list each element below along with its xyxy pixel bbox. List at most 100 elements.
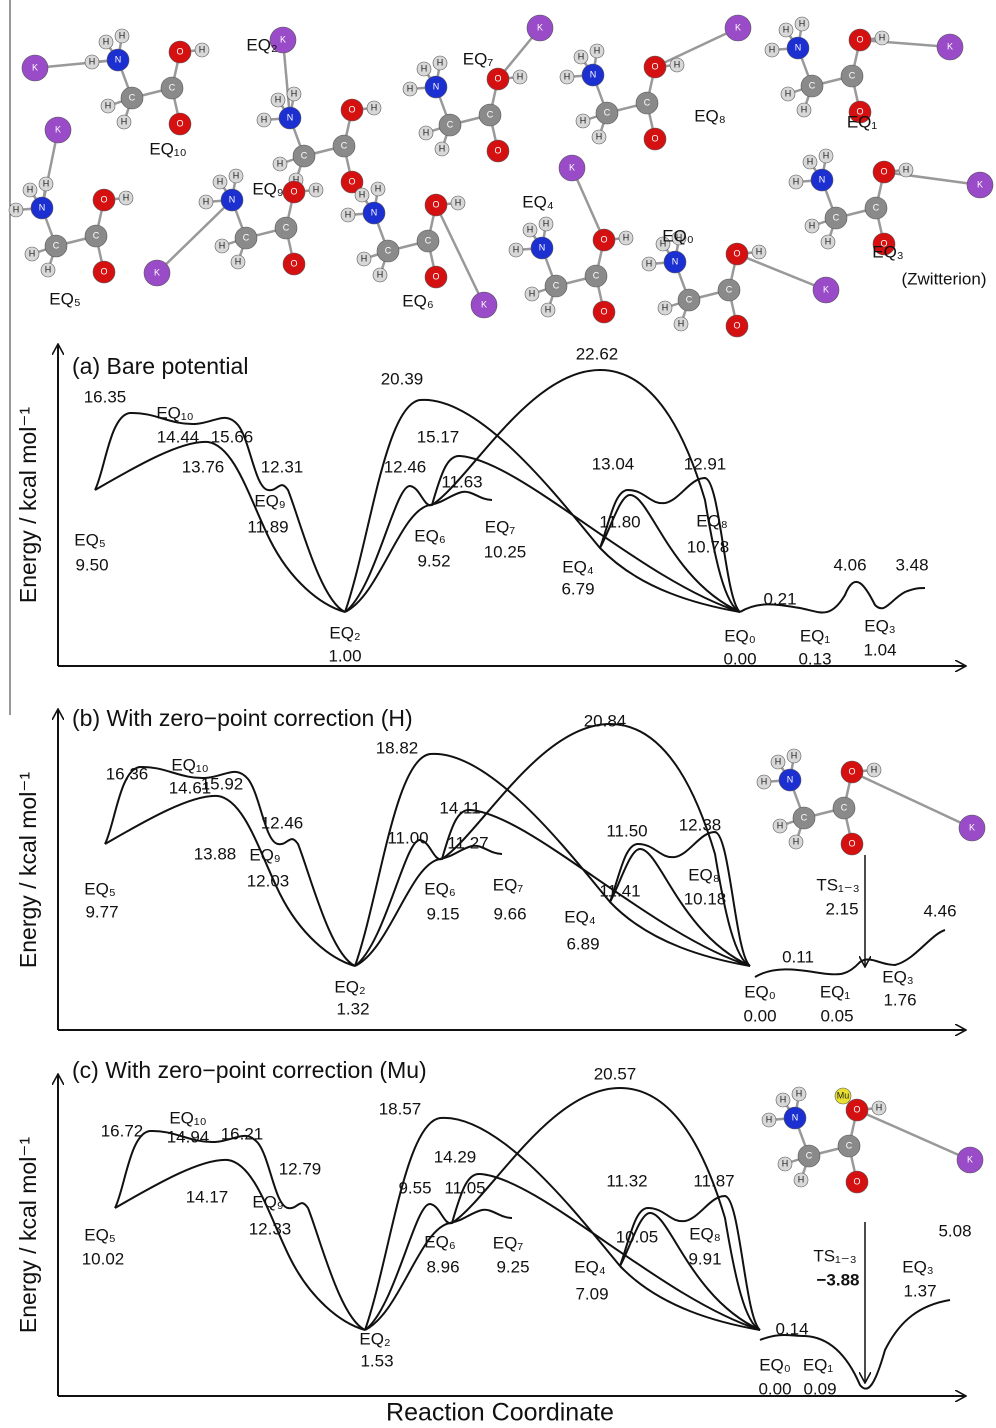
atom-label: H bbox=[235, 256, 242, 266]
atom-label: O bbox=[290, 258, 297, 268]
atom-label: H bbox=[203, 196, 210, 206]
atom-label: H bbox=[313, 184, 320, 194]
energy-label: 6.89 bbox=[566, 934, 599, 953]
bond bbox=[655, 28, 738, 67]
atom-label: H bbox=[421, 63, 428, 73]
atom-label: N bbox=[672, 256, 679, 266]
energy-label: 14.94 bbox=[167, 1127, 210, 1146]
energy-label: EQ₇ bbox=[493, 1233, 524, 1252]
molecule-label: EQ₁ bbox=[847, 112, 878, 131]
atom-label: C bbox=[846, 1140, 853, 1150]
energy-label: EQ₈ bbox=[688, 865, 720, 884]
atom-label: H bbox=[361, 253, 368, 263]
atom-label: H bbox=[594, 45, 601, 55]
energy-label: 14.11 bbox=[439, 798, 480, 817]
atom-label: H bbox=[780, 1094, 787, 1104]
atom-label: H bbox=[219, 240, 226, 250]
atom-label: O bbox=[651, 133, 658, 143]
energy-label: EQ₁₀ bbox=[169, 1108, 206, 1127]
zwitterion-note: (Zwitterion) bbox=[901, 269, 986, 288]
energy-label: 12.46 bbox=[261, 813, 304, 832]
atom-label: C bbox=[385, 245, 392, 255]
atom-label: C bbox=[801, 812, 808, 822]
atom-label: C bbox=[644, 97, 651, 107]
energy-label: 12.33 bbox=[249, 1219, 292, 1238]
energy-label: 18.82 bbox=[376, 738, 419, 757]
molecule: KNHHHCHHCOOH bbox=[144, 169, 323, 286]
atom-label: C bbox=[243, 232, 250, 242]
atom-label: C bbox=[604, 107, 611, 117]
bond bbox=[157, 200, 232, 273]
bond bbox=[852, 772, 972, 828]
energy-label: 11.00 bbox=[387, 828, 428, 847]
atom-label: C bbox=[809, 80, 816, 90]
y-axis-label: Energy / kcal mol⁻¹ bbox=[15, 772, 41, 969]
energy-label: −3.88 bbox=[816, 1270, 859, 1289]
energy-label: 2.15 bbox=[825, 899, 858, 918]
page: {"molecules": [ {"label": "EQ₁₀", "atoms… bbox=[0, 0, 996, 1428]
atom-label: K bbox=[154, 267, 160, 277]
atom-label: O bbox=[100, 194, 107, 204]
energy-label: 11.50 bbox=[606, 821, 647, 840]
energy-label: 12.91 bbox=[684, 454, 727, 473]
atom-label: O bbox=[348, 104, 355, 114]
energy-label: 0.00 bbox=[758, 1379, 791, 1398]
molecule-label: EQ₁₀ bbox=[149, 139, 186, 158]
atom-label: H bbox=[791, 750, 798, 760]
atom-label: N bbox=[287, 112, 294, 122]
atom-label: H bbox=[359, 189, 366, 199]
energy-label: EQ₆ bbox=[414, 526, 445, 545]
atom-label: N bbox=[115, 54, 122, 64]
energy-label: 12.31 bbox=[261, 457, 304, 476]
molecule: KNHHHCHHCOOH bbox=[509, 155, 633, 323]
bond bbox=[860, 40, 950, 47]
atom-label: H bbox=[798, 1174, 805, 1184]
energy-label: EQ₉ bbox=[249, 845, 280, 864]
atom-label: H bbox=[543, 218, 550, 228]
atom-label: H bbox=[105, 100, 112, 110]
molecule-label: EQ₉ bbox=[252, 179, 283, 198]
atom-label: K bbox=[55, 124, 61, 134]
energy-label: EQ₂ bbox=[334, 977, 365, 996]
energy-label: EQ₅ bbox=[84, 879, 115, 898]
energy-label: EQ₇ bbox=[493, 875, 524, 894]
atom-label: O bbox=[600, 306, 607, 316]
energy-label: EQ₇ bbox=[485, 517, 516, 536]
molecule-label: EQ₆ bbox=[402, 291, 433, 310]
energy-label: 16.21 bbox=[221, 1124, 264, 1143]
atom-label: H bbox=[783, 24, 790, 34]
energy-label: EQ₀ bbox=[724, 626, 756, 645]
atom-label: H bbox=[45, 264, 52, 274]
energy-label: 0.05 bbox=[820, 1006, 853, 1025]
atom-label: C bbox=[686, 294, 693, 304]
energy-label: EQ₁₀ bbox=[156, 403, 193, 422]
energy-label: 15.17 bbox=[417, 427, 460, 446]
energy-label: 9.25 bbox=[496, 1257, 529, 1276]
atom-label: H bbox=[377, 269, 384, 279]
molecule-label: EQ₅ bbox=[49, 289, 80, 308]
atom-label: H bbox=[761, 776, 768, 786]
energy-label: EQ₃ bbox=[864, 616, 896, 635]
atom-label: H bbox=[27, 184, 34, 194]
atom-label: H bbox=[580, 115, 587, 125]
atom-label: O bbox=[290, 186, 297, 196]
energy-label: EQ₂ bbox=[359, 1329, 390, 1348]
energy-label: EQ₉ bbox=[252, 1192, 283, 1211]
energy-label: 14.29 bbox=[434, 1147, 477, 1166]
x-axis-label: Reaction Coordinate bbox=[386, 1399, 614, 1427]
energy-label: EQ₄ bbox=[564, 907, 596, 926]
atom-label: C bbox=[553, 280, 560, 290]
atom-label: H bbox=[871, 764, 878, 774]
energy-label: 8.96 bbox=[426, 1257, 459, 1276]
atom-label: H bbox=[119, 30, 126, 40]
energy-label: 15.92 bbox=[201, 774, 244, 793]
atom-label: N bbox=[229, 194, 236, 204]
atom-label: C bbox=[53, 240, 60, 250]
inset-molecule: KNHHHCHHCOOHMu bbox=[762, 1087, 983, 1193]
atom-label: N bbox=[795, 42, 802, 52]
atom-label: C bbox=[726, 284, 733, 294]
energy-label: 0.14 bbox=[775, 1319, 808, 1338]
atom-label: O bbox=[176, 46, 183, 56]
energy-label: EQ₂ bbox=[329, 623, 360, 642]
atom-label: O bbox=[848, 766, 855, 776]
